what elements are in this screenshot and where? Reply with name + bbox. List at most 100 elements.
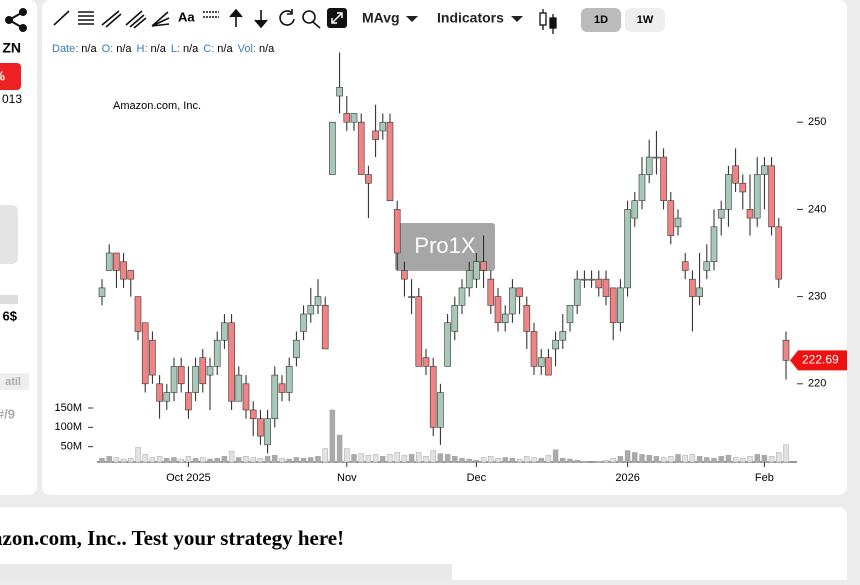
share-icon[interactable]: [5, 8, 27, 32]
candle-body: [170, 366, 178, 393]
volume-bar: [401, 454, 408, 463]
volume-bar: [531, 457, 537, 463]
price: 6$: [3, 308, 18, 323]
range-1w[interactable]: [625, 8, 665, 32]
candle-body: [458, 287, 466, 306]
candle-body: [429, 366, 437, 428]
candle-body: [113, 252, 120, 271]
volume-bar: [732, 457, 739, 463]
info-label: Vol:: [238, 43, 256, 55]
volume-bar: [524, 456, 530, 463]
mavg[interactable]: MAvg: [362, 10, 400, 26]
volume-bar: [725, 454, 732, 463]
volume-bar: [639, 454, 645, 463]
candle-body: [437, 392, 444, 428]
info-value: n/a: [259, 43, 275, 55]
volume-bar: [423, 456, 429, 463]
volume-bar: [516, 458, 523, 463]
volume-bar: [696, 456, 703, 463]
text-tool[interactable]: Aa: [178, 9, 195, 24]
candle-body: [379, 121, 387, 132]
info-value: n/a: [183, 43, 199, 55]
volume-bar: [207, 458, 213, 463]
candle-body: [401, 270, 408, 280]
candle-body: [761, 165, 768, 175]
volume-bar: [704, 457, 710, 463]
candle-icon[interactable]: [539, 9, 557, 34]
volume-bar: [444, 454, 451, 463]
change-badge: [0, 63, 21, 90]
volume-bar: [315, 456, 321, 463]
info-label: C:: [203, 43, 214, 55]
y-tick-label: 230: [808, 291, 826, 303]
candle-body: [300, 313, 307, 332]
volume-bar: [99, 458, 105, 463]
x-tick-label: 2026: [615, 472, 639, 484]
candle-body: [213, 339, 221, 367]
volume-bar: [149, 457, 156, 463]
candle-body: [595, 278, 603, 289]
candle-body: [192, 366, 199, 393]
volume-bar: [387, 454, 393, 463]
candle-body: [660, 156, 667, 201]
watermark-box: [395, 223, 495, 271]
candle-body: [249, 409, 257, 419]
candle-body: [149, 339, 156, 376]
volume-bar: [264, 456, 271, 463]
candle-body: [163, 392, 171, 402]
input-box[interactable]: [0, 564, 452, 584]
candle-body: [696, 287, 703, 297]
candle-body: [177, 366, 185, 385]
x-tick-label: Dec: [467, 472, 487, 484]
candle-body: [487, 278, 495, 306]
volume-bar: [128, 458, 134, 463]
info-label: L:: [171, 43, 180, 55]
volume-bar: [617, 456, 624, 463]
rank: #/9: [0, 406, 15, 421]
v-tick-label: 100M: [54, 421, 82, 433]
volume-bar: [416, 452, 422, 463]
button[interactable]: [0, 205, 18, 264]
volume-bar: [718, 456, 724, 463]
volume-bar: [430, 450, 436, 463]
y-tick-label: 240: [808, 203, 826, 215]
volume-bar: [178, 458, 184, 463]
volume-bar: [372, 454, 379, 463]
candle-body: [271, 374, 279, 419]
candle-body: [307, 305, 315, 315]
candle-body: [242, 383, 250, 411]
candle-body: [98, 287, 106, 297]
tab[interactable]: [0, 373, 29, 390]
v-tick-label: 50M: [61, 441, 82, 453]
volume-bar: [509, 458, 516, 463]
chart-title: Amazon.com, Inc.: [113, 100, 201, 112]
volume-bar: [192, 458, 199, 463]
candle-body: [732, 165, 739, 184]
candle-body: [674, 217, 682, 228]
candle-body: [739, 182, 747, 193]
range-1d[interactable]: [581, 8, 621, 32]
volume-bar: [329, 409, 336, 463]
v-tick-label: 150M: [54, 402, 82, 414]
volume-bar: [560, 458, 566, 463]
x-tick-label: Nov: [337, 472, 357, 484]
volume-bar: [243, 456, 249, 463]
candle-body: [617, 287, 624, 324]
candle-body: [573, 278, 581, 306]
volume-bar: [624, 450, 631, 463]
toolbar-icons[interactable]: [53, 8, 321, 29]
volume-bar: [596, 461, 602, 463]
info-value: n/a: [217, 43, 233, 55]
volume-bar: [156, 456, 163, 463]
candle-body: [480, 261, 487, 271]
volume-bar: [480, 457, 487, 463]
volume-bar: [358, 453, 364, 463]
candle-body: [725, 174, 732, 210]
volume-bar: [473, 460, 480, 463]
volume-bar: [502, 457, 508, 463]
volume-bar: [682, 454, 688, 463]
caret: [406, 16, 418, 22]
indicators[interactable]: Indicators: [437, 10, 504, 26]
candle-body: [141, 322, 149, 385]
